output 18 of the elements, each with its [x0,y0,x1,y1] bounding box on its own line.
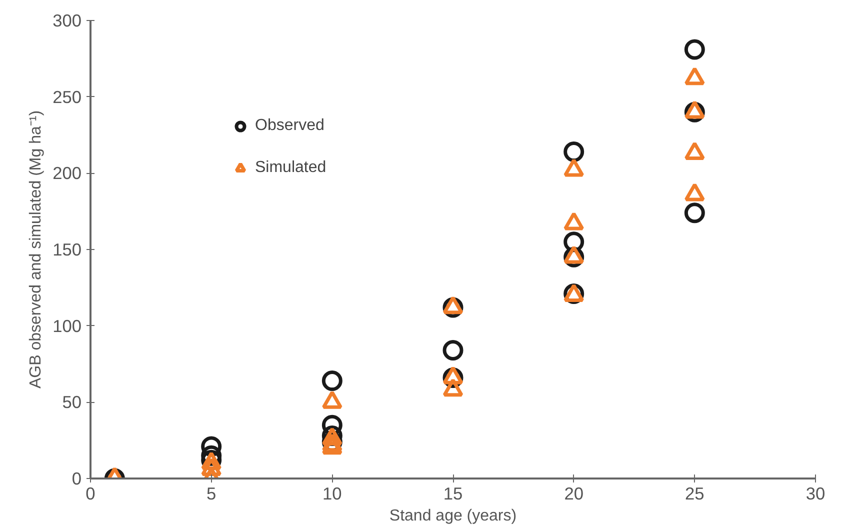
x-tick-label: 30 [806,484,826,504]
x-tick-label: 0 [86,484,96,504]
y-tick-label: 0 [72,468,82,488]
legend-label: Simulated [255,159,326,177]
x-tick-label: 15 [443,484,463,504]
y-tick-label: 100 [52,316,82,336]
x-tick-label: 20 [564,484,584,504]
x-tick-label: 5 [206,484,216,504]
y-tick-label: 150 [52,240,82,260]
x-tick-label: 25 [685,484,704,504]
legend-label: Observed [255,117,324,135]
x-tick-label: 10 [322,484,342,504]
y-tick-label: 50 [62,392,82,412]
x-axis-title: Stand age (years) [389,508,517,524]
y-tick-label: 250 [52,86,82,107]
y-axis-title: AGB observed and simulated (Mg ha⁻¹) [28,110,45,389]
y-tick-label: 200 [52,163,82,184]
y-tick-label: 300 [52,10,82,30]
